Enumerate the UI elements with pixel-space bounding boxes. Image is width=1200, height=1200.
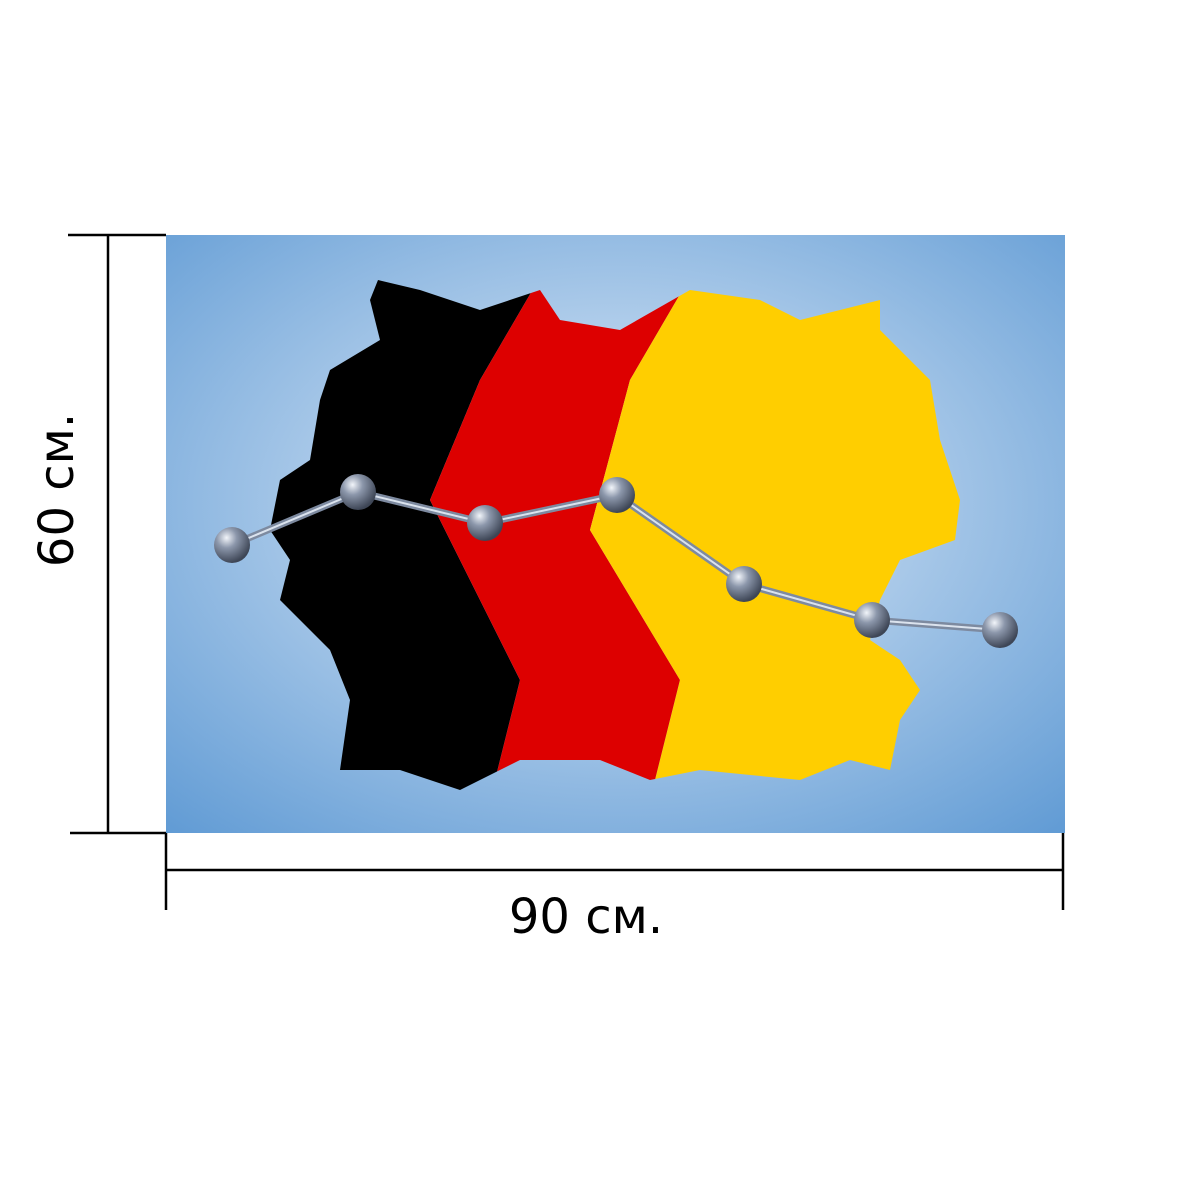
width-dimension bbox=[164, 833, 1065, 910]
trend-balls bbox=[214, 474, 1018, 648]
height-label: 60 см. bbox=[29, 413, 85, 567]
width-label: 90 см. bbox=[509, 889, 663, 945]
height-dimension bbox=[68, 233, 166, 835]
